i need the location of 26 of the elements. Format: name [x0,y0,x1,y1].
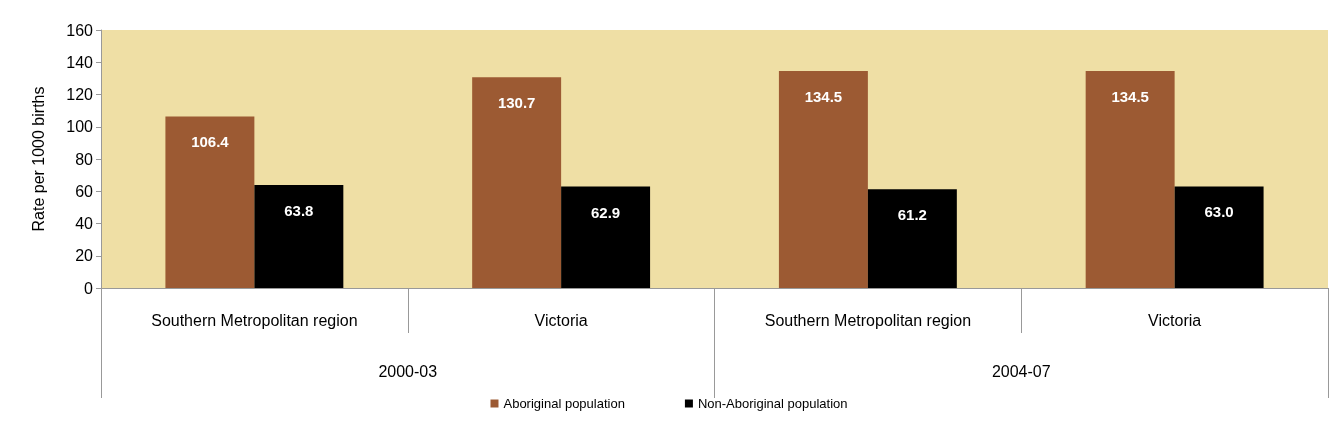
data-label: 62.9 [591,203,621,221]
x-tick-label: Victoria [534,311,588,329]
y-tick-label: 0 [84,279,94,297]
x-tick-label: Southern Metropolitan region [151,311,358,329]
legend-label: Aboriginal population [503,396,625,411]
y-tick-label: 20 [75,247,94,265]
y-tick-label: 160 [66,21,94,39]
y-tick-label: 100 [66,118,94,136]
text: 2004-07 [991,362,1051,380]
x-tick-label: Southern Metropolitan region [764,311,972,329]
data-label: 61.2 [897,206,927,224]
y-tick-label: 40 [75,215,94,232]
x-tick-label: Victoria [1148,311,1202,329]
y-tick-label: 120 [66,86,94,103]
y-tick-label: 60 [75,182,94,200]
data-label: 63.8 [284,202,314,220]
data-label: 134.5 [1111,88,1149,106]
y-axis-title: Rate per 1000 births [29,86,47,232]
y-tick-label: 80 [75,150,94,168]
y-tick-label: 140 [66,53,94,71]
data-label: 134.5 [804,88,843,106]
legend-label: Non-Aboriginal population [697,396,848,411]
data-label: 63.0 [1204,203,1234,221]
data-label: 130.7 [497,94,536,112]
data-label: 106.4 [191,133,230,151]
text: 2000-03 [378,362,438,380]
